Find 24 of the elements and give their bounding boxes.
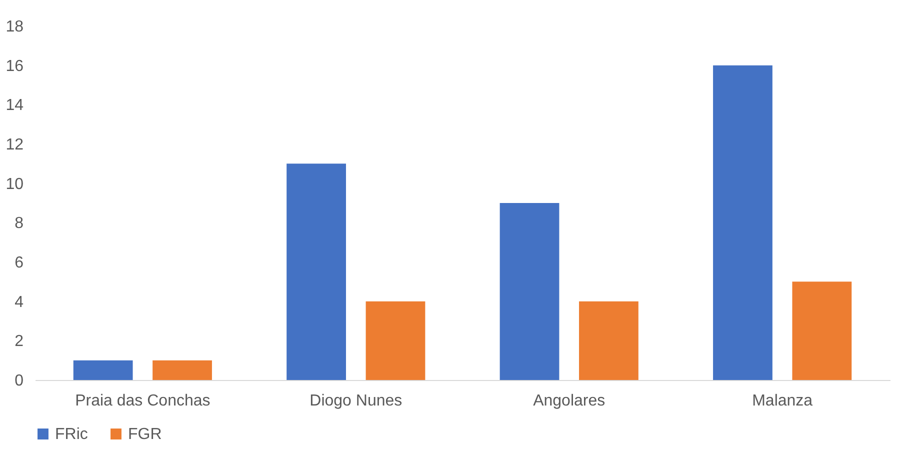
bar bbox=[73, 360, 133, 380]
y-tick-label: 0 bbox=[14, 372, 24, 390]
y-tick-label: 10 bbox=[6, 176, 24, 193]
y-tick-label: 8 bbox=[14, 215, 24, 232]
x-tick-label: Malanza bbox=[752, 392, 813, 410]
y-tick-label: 18 bbox=[6, 18, 24, 36]
x-tick-label: Praia das Conchas bbox=[75, 392, 210, 410]
legend-label: FRic bbox=[55, 426, 88, 443]
bar bbox=[579, 301, 638, 380]
x-tick-label: Angolares bbox=[533, 392, 606, 410]
y-tick-label: 16 bbox=[6, 58, 24, 75]
y-tick-label: 2 bbox=[14, 333, 24, 350]
bar bbox=[286, 164, 346, 380]
bar bbox=[500, 203, 560, 380]
bar bbox=[713, 65, 772, 380]
y-tick-label: 14 bbox=[6, 97, 24, 114]
y-tick-label: 6 bbox=[14, 254, 24, 272]
bar bbox=[792, 282, 852, 380]
bar bbox=[152, 360, 212, 380]
y-tick-label: 12 bbox=[6, 136, 24, 154]
x-tick-label: Diogo Nunes bbox=[310, 392, 402, 410]
bar bbox=[366, 301, 426, 380]
y-tick-label: 4 bbox=[14, 294, 24, 311]
legend-label: FGR bbox=[128, 426, 162, 443]
